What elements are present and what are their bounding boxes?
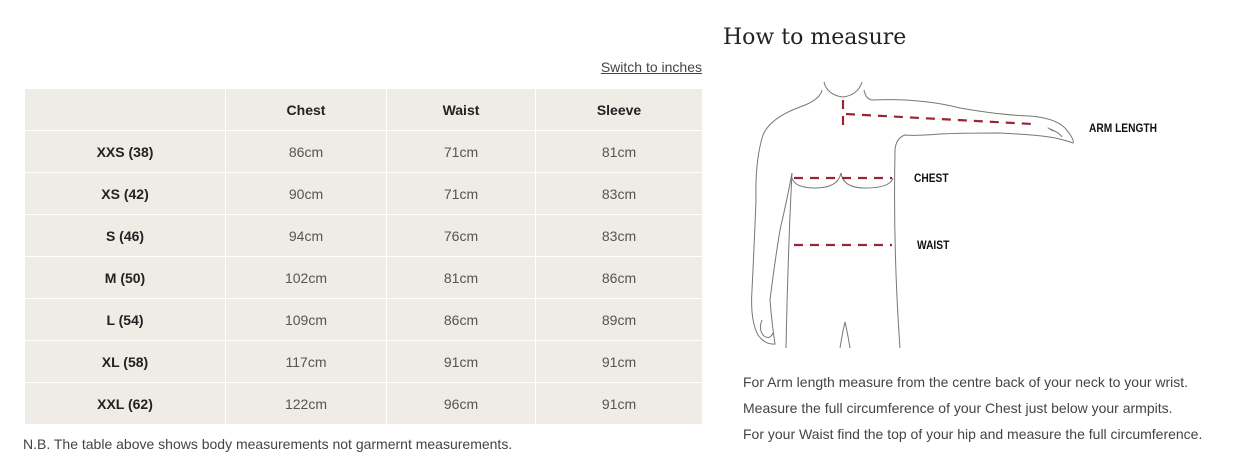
- arm-length-label: ARM LENGTH: [1089, 121, 1157, 135]
- header-waist: Waist: [386, 88, 536, 131]
- instruction-waist: For your Waist find the top of your hip …: [743, 426, 1203, 442]
- chest-cell: 102cm: [225, 256, 387, 299]
- table-row: S (46) 94cm 76cm 83cm: [24, 214, 703, 257]
- table-row: XXS (38) 86cm 71cm 81cm: [24, 130, 703, 173]
- sleeve-cell: 83cm: [535, 214, 703, 257]
- size-cell: XS (42): [24, 172, 226, 215]
- chest-label: CHEST: [914, 171, 949, 185]
- sleeve-cell: 83cm: [535, 172, 703, 215]
- body-outline: [751, 81, 1074, 349]
- instruction-arm: For Arm length measure from the centre b…: [743, 374, 1189, 390]
- sleeve-cell: 91cm: [535, 340, 703, 383]
- size-table: Chest Waist Sleeve XXS (38) 86cm 71cm 81cm X…: [24, 88, 703, 425]
- size-cell: S (46): [24, 214, 226, 257]
- sleeve-cell: 91cm: [535, 382, 703, 425]
- chest-cell: 90cm: [225, 172, 387, 215]
- waist-label: WAIST: [917, 238, 950, 252]
- waist-cell: 86cm: [386, 298, 536, 341]
- chest-cell: 94cm: [225, 214, 387, 257]
- table-row: XXL (62) 122cm 96cm 91cm: [24, 382, 703, 425]
- waist-cell: 91cm: [386, 340, 536, 383]
- chest-cell: 109cm: [225, 298, 387, 341]
- waist-cell: 71cm: [386, 130, 536, 173]
- how-to-measure-title: How to measure: [723, 25, 907, 50]
- table-row: M (50) 102cm 81cm 86cm: [24, 256, 703, 299]
- chest-cell: 86cm: [225, 130, 387, 173]
- size-cell: XXL (62): [24, 382, 226, 425]
- header-chest: Chest: [225, 88, 387, 131]
- size-cell: M (50): [24, 256, 226, 299]
- table-note: N.B. The table above shows body measurem…: [23, 436, 513, 452]
- waist-cell: 71cm: [386, 172, 536, 215]
- table-row: L (54) 109cm 86cm 89cm: [24, 298, 703, 341]
- waist-cell: 96cm: [386, 382, 536, 425]
- chest-cell: 117cm: [225, 340, 387, 383]
- measure-dashes: [794, 100, 1033, 247]
- instruction-chest: Measure the full circumference of your C…: [743, 400, 1173, 416]
- switch-to-inches-link[interactable]: Switch to inches: [600, 59, 702, 75]
- table-row: XS (42) 90cm 71cm 83cm: [24, 172, 703, 215]
- size-cell: XXS (38): [24, 130, 226, 173]
- sleeve-cell: 86cm: [535, 256, 703, 299]
- table-header-row: Chest Waist Sleeve: [24, 88, 703, 131]
